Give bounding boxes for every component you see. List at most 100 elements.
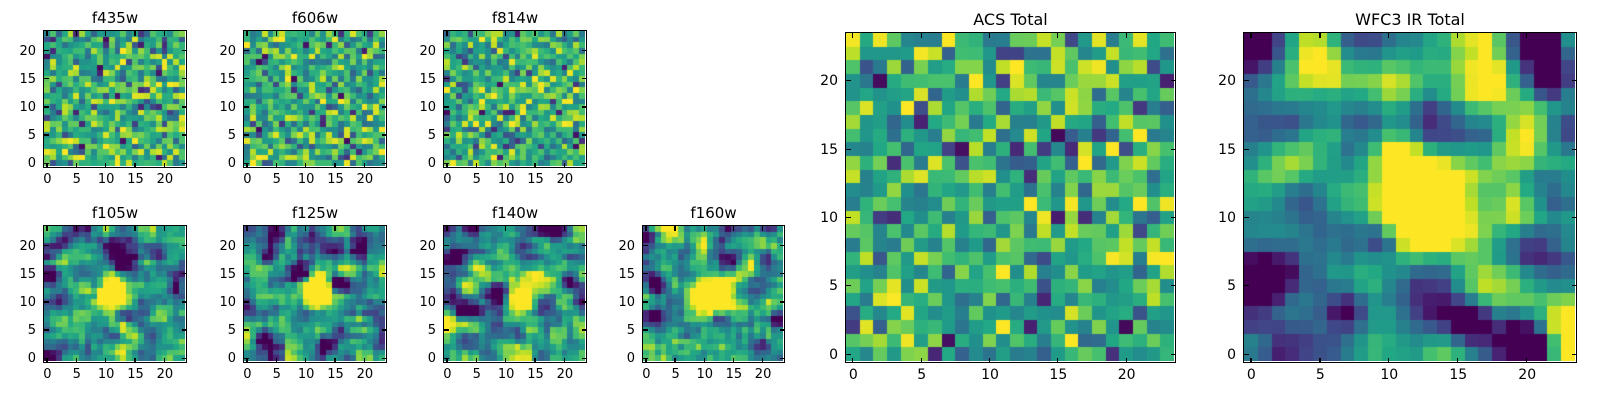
y-tick-label: 10 bbox=[19, 294, 36, 310]
x-tick-label: 15 bbox=[327, 367, 344, 382]
tick-mark bbox=[475, 31, 477, 36]
tick-mark bbox=[305, 162, 307, 167]
tick-mark bbox=[444, 50, 449, 52]
y-tick-label: 0 bbox=[227, 156, 236, 172]
x-tick-label: 20 bbox=[1518, 367, 1537, 383]
tick-mark bbox=[988, 33, 991, 38]
x-tick-label: 5 bbox=[72, 367, 81, 382]
x-tick-label: 0 bbox=[848, 367, 858, 383]
tick-mark bbox=[761, 357, 764, 362]
tick-mark bbox=[44, 78, 49, 80]
tick-mark bbox=[181, 162, 186, 164]
tick-mark bbox=[475, 226, 477, 231]
y-tick-label: 0 bbox=[27, 156, 36, 172]
y-tick-label: 15 bbox=[419, 71, 436, 87]
tick-mark bbox=[334, 31, 336, 36]
panel-title-f125w: f125w bbox=[291, 204, 339, 222]
y-tick-label: 0 bbox=[829, 346, 838, 363]
tick-mark bbox=[46, 226, 48, 231]
tick-mark bbox=[1170, 148, 1175, 150]
tick-mark bbox=[852, 33, 854, 38]
panel-title-f105w: f105w bbox=[91, 204, 139, 222]
y-tick-label: 5 bbox=[427, 323, 436, 339]
tick-mark bbox=[1170, 353, 1175, 355]
tick-mark bbox=[779, 357, 784, 359]
tick-mark bbox=[246, 31, 248, 36]
plot-area-f105w bbox=[43, 225, 187, 363]
tick-mark bbox=[988, 357, 991, 362]
y-tick-label: 15 bbox=[219, 266, 236, 282]
heatmap-f606w bbox=[244, 31, 385, 166]
heatmap-f140w bbox=[444, 226, 585, 361]
x-tick-label: 15 bbox=[1449, 367, 1468, 383]
tick-mark bbox=[105, 162, 107, 167]
tick-mark bbox=[581, 273, 586, 275]
tick-mark bbox=[244, 162, 249, 164]
panel-title-acs-total: ACS Total bbox=[973, 10, 1048, 29]
tick-mark bbox=[505, 357, 507, 362]
tick-mark bbox=[846, 216, 851, 219]
tick-mark bbox=[505, 226, 507, 231]
tick-mark bbox=[1170, 80, 1175, 82]
tick-mark bbox=[46, 162, 48, 167]
y-tick-label: 5 bbox=[427, 128, 436, 144]
tick-mark bbox=[779, 301, 784, 303]
x-tick-label: 0 bbox=[43, 367, 52, 382]
tick-mark bbox=[163, 162, 166, 167]
heatmap-f814w bbox=[444, 31, 585, 166]
tick-mark bbox=[244, 106, 249, 108]
tick-mark bbox=[244, 245, 249, 247]
panel-title-f140w: f140w bbox=[491, 204, 539, 222]
plot-area-f814w bbox=[443, 30, 587, 168]
tick-mark bbox=[1244, 285, 1249, 287]
tick-mark bbox=[181, 273, 186, 275]
tick-mark bbox=[444, 301, 449, 303]
tick-mark bbox=[44, 245, 49, 247]
tick-mark bbox=[334, 226, 336, 231]
x-tick-label: 10 bbox=[297, 367, 315, 382]
tick-mark bbox=[334, 357, 336, 362]
tick-mark bbox=[381, 78, 386, 80]
tick-mark bbox=[581, 106, 586, 108]
tick-mark bbox=[444, 357, 449, 359]
tick-mark bbox=[305, 31, 307, 36]
x-tick-label: 0 bbox=[243, 367, 252, 382]
plot-area-f606w bbox=[243, 30, 387, 168]
tick-mark bbox=[44, 357, 49, 359]
x-tick-label: 15 bbox=[527, 172, 544, 187]
y-tick-label: 10 bbox=[219, 99, 236, 115]
y-tick-label: 5 bbox=[829, 278, 838, 295]
plot-area-acs-total bbox=[845, 32, 1176, 363]
tick-mark bbox=[534, 226, 536, 231]
panel-title-f160w: f160w bbox=[690, 204, 737, 222]
tick-mark bbox=[779, 329, 784, 331]
x-tick-label: 20 bbox=[1117, 367, 1136, 383]
tick-mark bbox=[181, 78, 186, 80]
x-tick-label: 5 bbox=[671, 367, 680, 382]
tick-mark bbox=[1571, 148, 1576, 150]
y-tick-label: 10 bbox=[19, 99, 36, 115]
y-tick-label: 10 bbox=[419, 294, 436, 310]
y-tick-label: 20 bbox=[419, 238, 436, 254]
tick-mark bbox=[920, 33, 922, 38]
x-tick-label: 0 bbox=[443, 367, 452, 382]
y-tick-label: 20 bbox=[219, 43, 236, 59]
tick-mark bbox=[674, 226, 676, 231]
y-tick-label: 20 bbox=[19, 43, 36, 59]
tick-mark bbox=[275, 226, 277, 231]
y-tick-label: 20 bbox=[219, 238, 236, 254]
tick-mark bbox=[779, 245, 784, 247]
tick-mark bbox=[134, 31, 136, 36]
tick-mark bbox=[244, 301, 249, 303]
tick-mark bbox=[645, 357, 647, 362]
panel-title-f606w: f606w bbox=[291, 9, 339, 27]
x-tick-label: 15 bbox=[725, 367, 743, 382]
tick-mark bbox=[534, 357, 536, 362]
tick-mark bbox=[134, 357, 136, 362]
tick-mark bbox=[581, 134, 586, 136]
tick-mark bbox=[534, 31, 536, 36]
tick-mark bbox=[581, 50, 586, 52]
tick-mark bbox=[244, 50, 249, 52]
x-tick-label: 15 bbox=[127, 367, 144, 382]
